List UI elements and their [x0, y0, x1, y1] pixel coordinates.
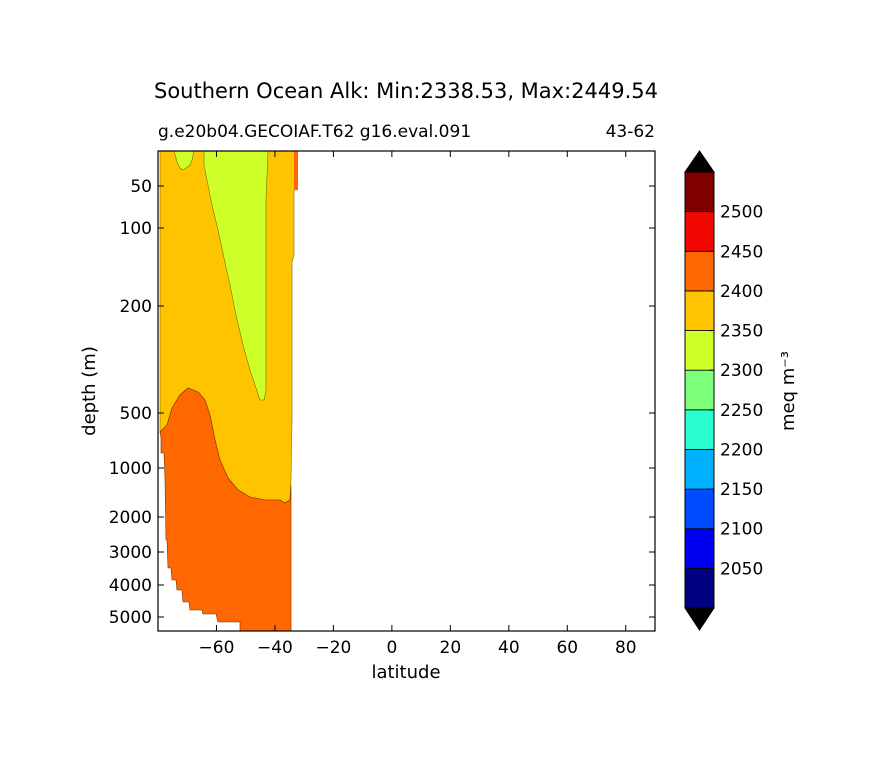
y-tick-label: 5000: [109, 608, 152, 628]
colorbar-tick-label: 2250: [720, 401, 763, 421]
x-tick-label: 60: [556, 638, 578, 658]
y-tick-label: 3000: [109, 543, 152, 563]
colorbar-segment: [684, 290, 715, 331]
plot-area: [157, 150, 656, 632]
y-tick-label: 50: [130, 177, 152, 197]
colorbar-segment: [684, 567, 715, 609]
x-tick-label: 40: [498, 638, 520, 658]
contour-region-2400-2450: [159, 387, 292, 632]
chart-subtitle-left: g.e20b04.GECOIAF.T62 g16.eval.091: [158, 122, 471, 142]
colorbar: 2050 2100 2150 2200 2250 2300 2350 2400 2450 2500: [684, 150, 763, 631]
colorbar-tick-label: 2450: [720, 242, 763, 262]
colorbar-segment: [684, 449, 715, 490]
x-tick-label: −20: [315, 638, 351, 658]
colorbar-tick-label: 2050: [720, 559, 763, 579]
x-tick-label: 0: [386, 638, 397, 658]
x-tick-label: 80: [615, 638, 637, 658]
x-tick-label: 20: [440, 638, 462, 658]
colorbar-segment: [684, 250, 715, 292]
x-tick-label: −60: [199, 638, 235, 658]
colorbar-segment: [684, 488, 715, 530]
chart-subtitle-right: 43-62: [606, 122, 655, 142]
colorbar-segment: [684, 528, 715, 569]
x-tick-label: −40: [257, 638, 293, 658]
colorbar-tick-label: 2350: [720, 322, 763, 342]
y-axis-label: depth (m): [79, 346, 100, 436]
y-tick-label: 2000: [109, 508, 152, 528]
colorbar-tick-label: 2300: [720, 361, 763, 381]
contour-region-2300-2350: [203, 150, 269, 401]
colorbar-segment: [684, 330, 715, 371]
chart-title: Southern Ocean Alk: Min:2338.53, Max:244…: [154, 79, 658, 103]
colorbar-tick-label: 2500: [720, 203, 763, 223]
colorbar-segment: [684, 369, 715, 411]
y-tick-label: 200: [120, 297, 152, 317]
colorbar-label: meq m⁻³: [778, 351, 799, 431]
colorbar-segment: [684, 211, 715, 252]
contour-region-2400-2450-edge: [294, 151, 298, 190]
colorbar-tick-label: 2400: [720, 282, 763, 302]
colorbar-frame: [684, 171, 715, 609]
x-axis: −60 −40 −20 0 20 40 60 80: [199, 151, 637, 658]
y-tick-label: 500: [120, 404, 152, 424]
colorbar-tick-label: 2100: [720, 520, 763, 540]
y-tick-label: 1000: [109, 459, 152, 479]
colorbar-tick-label: 2150: [720, 480, 763, 500]
x-axis-label: latitude: [371, 662, 440, 683]
y-tick-label: 4000: [109, 576, 152, 596]
y-axis: 50 100 200 500 1000 2000 3000 4000 5000: [109, 177, 655, 628]
colorbar-over-arrow: [684, 150, 715, 173]
colorbar-segment: [684, 171, 715, 213]
plot-frame: [157, 150, 656, 632]
colorbar-segment: [684, 409, 715, 450]
colorbar-under-arrow: [684, 607, 715, 631]
contour-region-2300-2350-top: [173, 150, 195, 171]
y-tick-label: 100: [120, 219, 152, 239]
colorbar-tick-label: 2200: [720, 440, 763, 460]
